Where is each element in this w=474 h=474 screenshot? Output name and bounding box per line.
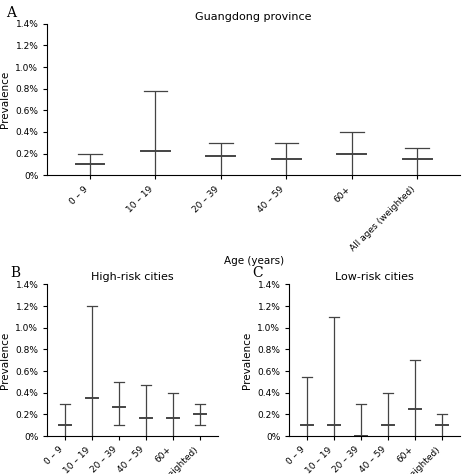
Text: C: C — [252, 266, 263, 280]
Y-axis label: Prevalence: Prevalence — [0, 332, 10, 389]
X-axis label: Age (years): Age (years) — [224, 255, 283, 265]
Title: High-risk cities: High-risk cities — [91, 272, 174, 283]
Title: Low-risk cities: Low-risk cities — [335, 272, 414, 283]
Text: B: B — [10, 266, 20, 280]
Y-axis label: Prevalence: Prevalence — [0, 71, 10, 128]
Y-axis label: Prevalence: Prevalence — [242, 332, 252, 389]
Text: A: A — [6, 6, 16, 19]
Title: Guangdong province: Guangdong province — [195, 11, 312, 21]
